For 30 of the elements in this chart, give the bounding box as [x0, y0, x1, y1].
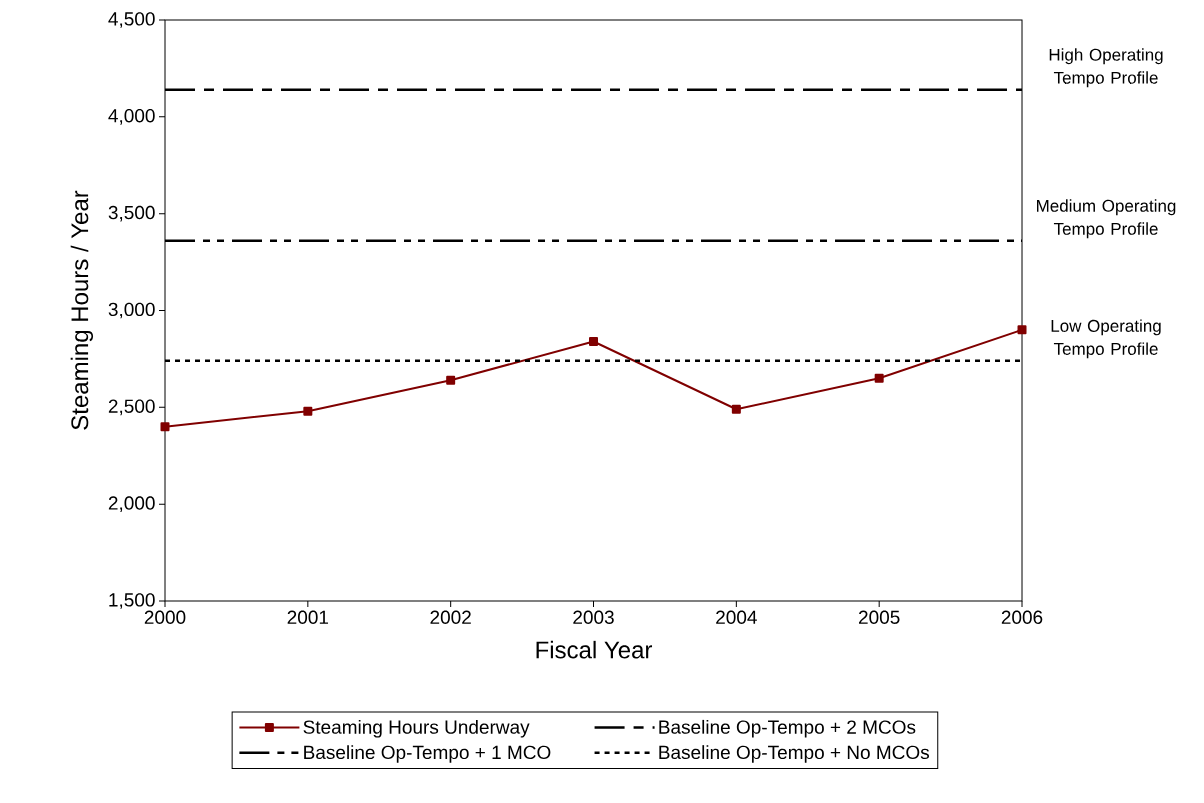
y-tick-label: 3,500 [108, 205, 155, 222]
text: Low Operating Tempo Profile [1051, 319, 1161, 359]
point [1017, 325, 1027, 335]
y-tick-label: 2,500 [108, 399, 155, 416]
legend-label: Steaming Hours Underway [303, 719, 530, 738]
point [160, 422, 170, 432]
x-tick-label: 2001 [287, 610, 329, 624]
point [446, 375, 456, 385]
text: High Operating Tempo Profile [1049, 48, 1163, 88]
legend-label: Baseline Op-Tempo + 1 MCO [304, 745, 551, 763]
legend-label: Baseline Op-Tempo + 2 MCOs [659, 719, 916, 738]
x-tick-label: 2003 [573, 610, 614, 624]
x-axis-title: Fiscal Year [536, 640, 653, 659]
point [303, 406, 313, 416]
x-tick-label: 2006 [1001, 610, 1043, 624]
y-tick-label: 1,500 [109, 593, 155, 609]
point [589, 336, 599, 346]
x-tick-label: 2000 [144, 610, 186, 624]
legend-label: Baseline Op-Tempo + No MCOs [659, 745, 930, 763]
y-tick-label: 2,000 [108, 496, 155, 513]
x-tick-label: 2005 [859, 610, 900, 624]
text: Medium Operating Tempo Profile [1037, 199, 1176, 239]
y-tick-label: 4,500 [108, 12, 155, 28]
y-tick-label: 3,000 [108, 302, 155, 319]
y-tick-label: 4,000 [108, 108, 155, 125]
x-tick-label: 2004 [716, 610, 757, 624]
x-tick-label: 2002 [430, 610, 471, 624]
point [874, 373, 884, 383]
y-axis-title: Steaming Hours / Year [70, 190, 94, 430]
point [731, 404, 741, 414]
